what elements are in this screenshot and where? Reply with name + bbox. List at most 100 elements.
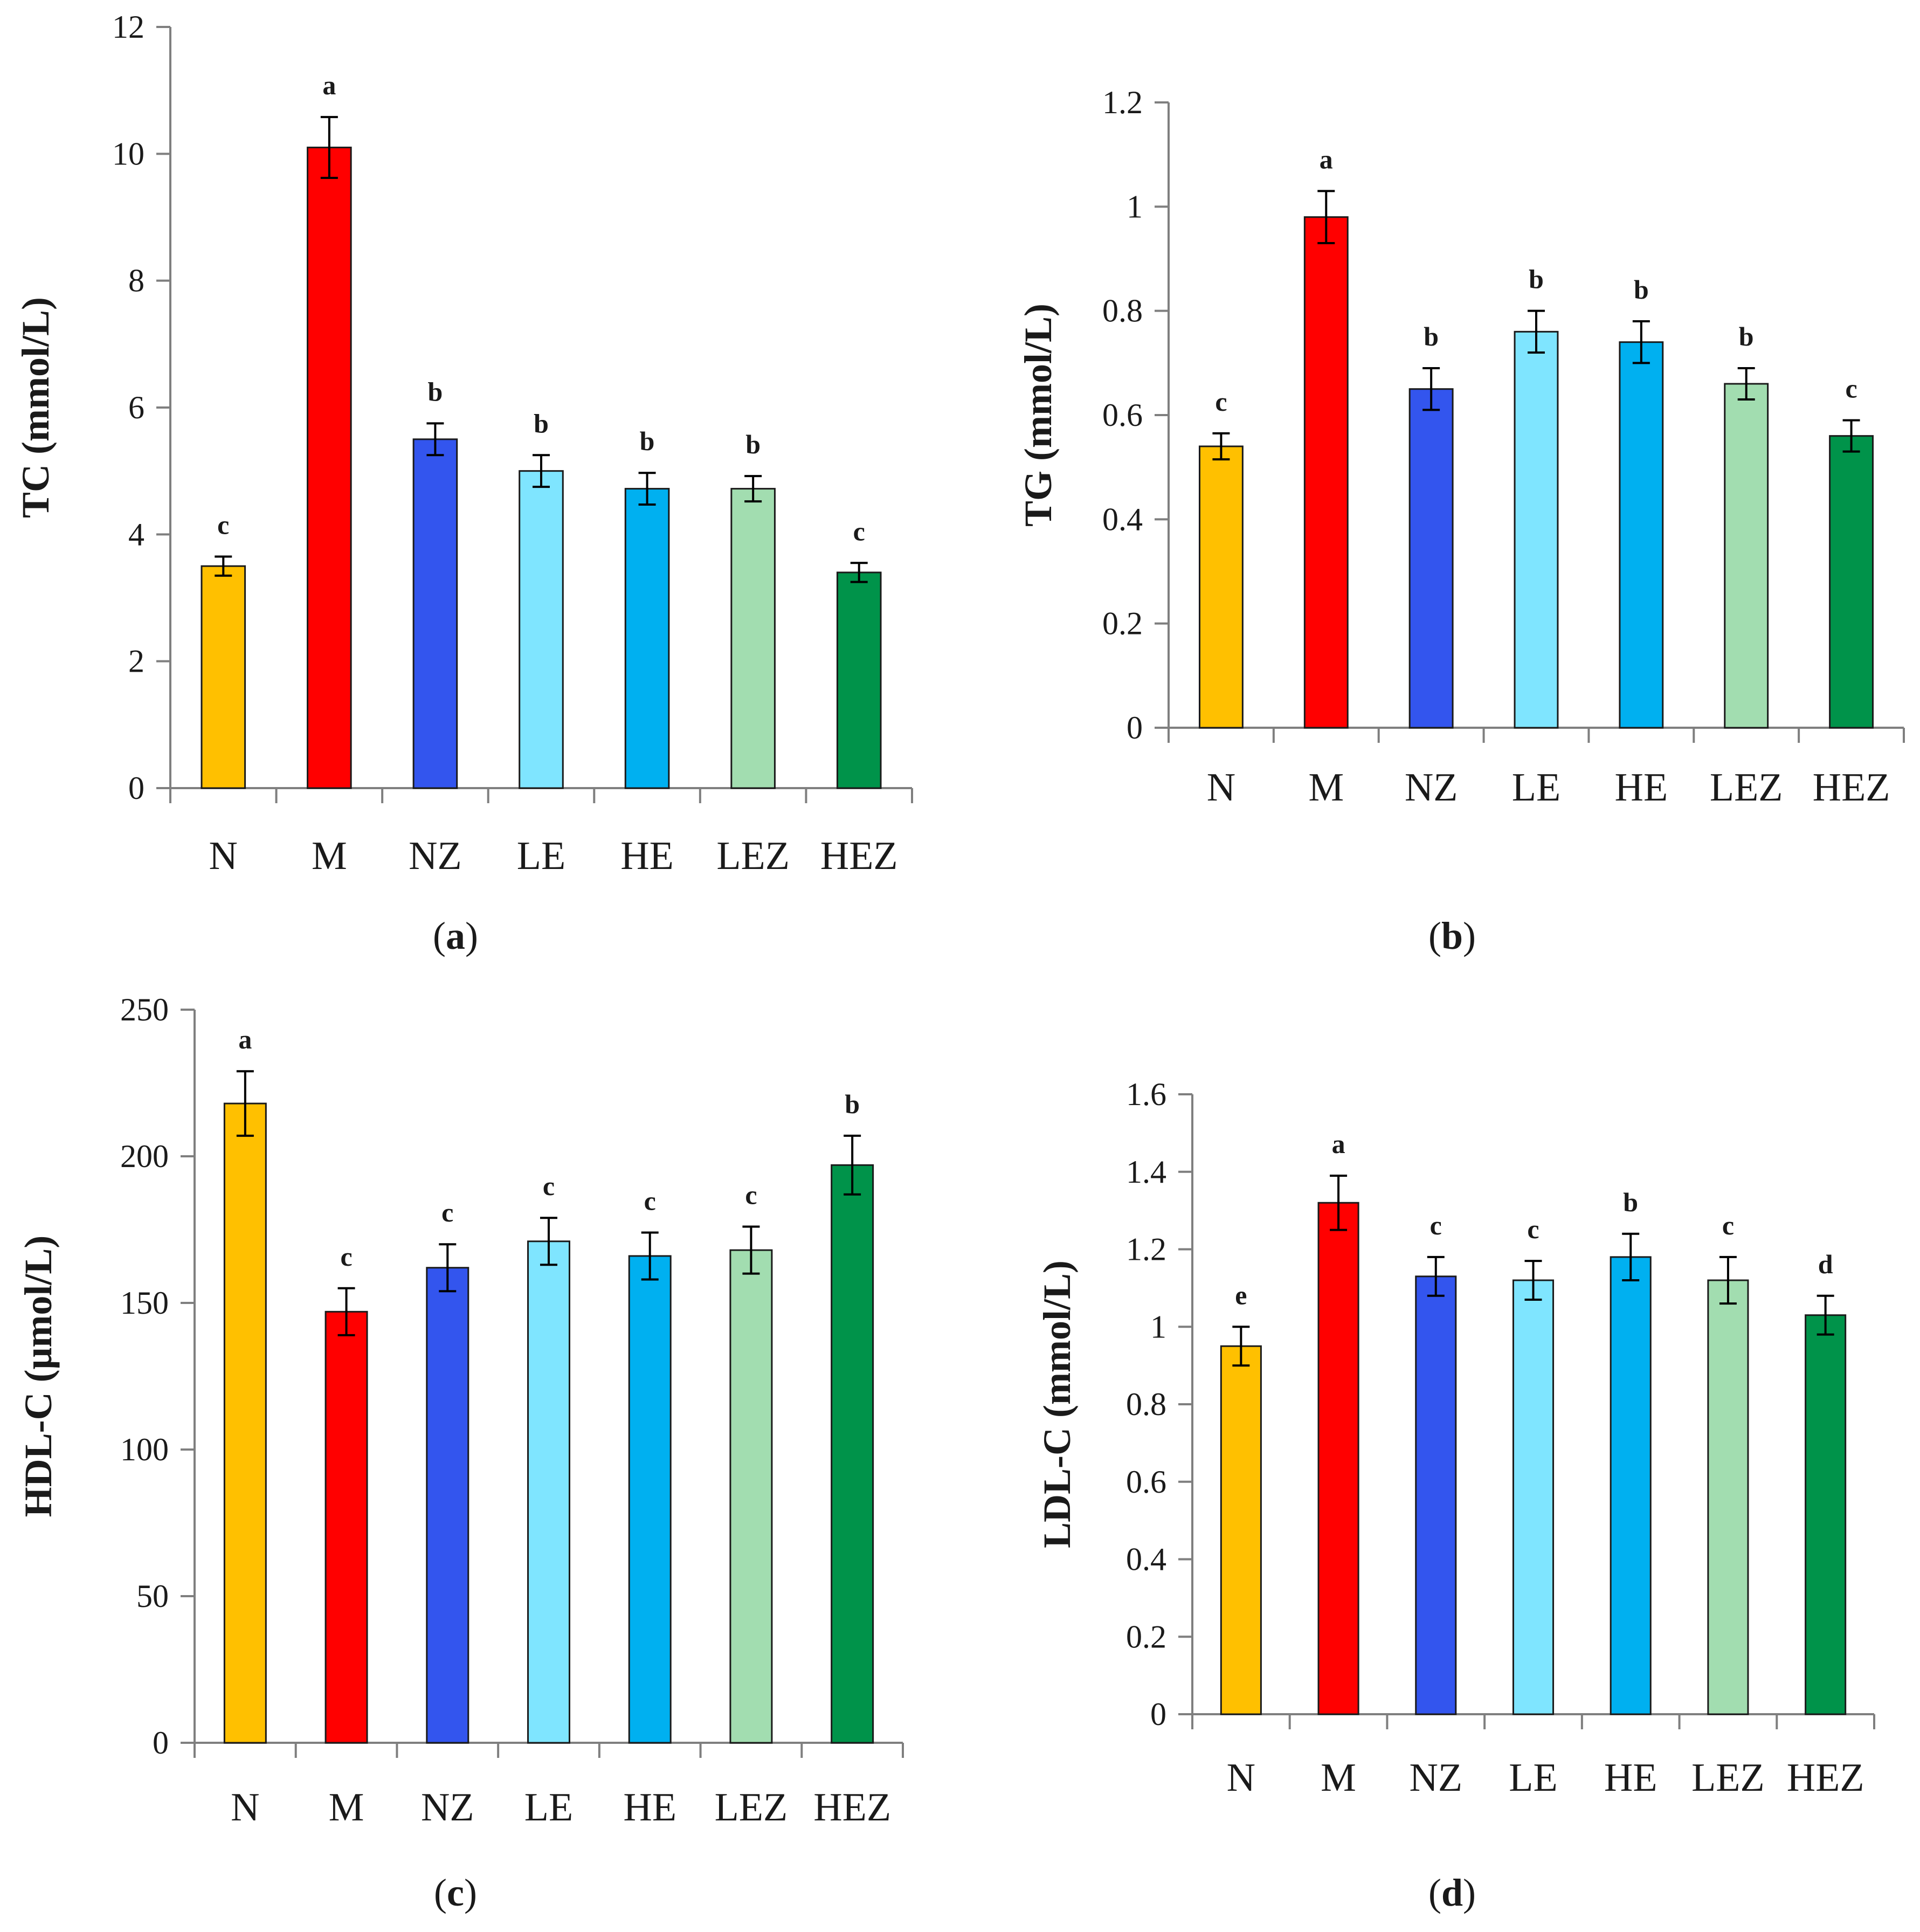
y-tick-label: 0.2 (1102, 606, 1143, 641)
significance-label: b (1623, 1187, 1638, 1217)
bar-HE (1610, 1256, 1652, 1715)
category-label-M: M (1308, 765, 1344, 810)
category-label-LEZ: LEZ (1691, 1756, 1765, 1800)
significance-label: c (1215, 387, 1227, 417)
bar-NZ (412, 438, 458, 789)
category-label-NZ: NZ (1409, 1756, 1462, 1800)
category-label-M: M (312, 834, 347, 878)
category-label-HEZ: HEZ (1787, 1756, 1864, 1800)
chart-panel-undefined: 0 2 4 6 8 10 12 c Na Mb NZ b LE b HE b LEZ c HEZ TC (mmol/L… (14, 9, 913, 957)
y-tick-label: 12 (112, 9, 144, 45)
category-label-HE: HE (1604, 1756, 1657, 1800)
y-axis-title: LDL-C (mmol/L) (1035, 1260, 1079, 1548)
category-label-LE: LE (1509, 1756, 1557, 1800)
category-label-N: N (231, 1785, 259, 1830)
y-tick-label: 8 (128, 263, 144, 299)
category-label-LE: LE (1512, 765, 1560, 810)
y-tick-label: 1.2 (1102, 85, 1143, 120)
y-tick-label: 0 (1127, 710, 1143, 746)
category-label-HEZ: HEZ (820, 834, 898, 878)
category-label-HEZ: HEZ (813, 1785, 891, 1830)
category-label-HE: HE (1615, 765, 1668, 810)
significance-label: b (745, 429, 761, 459)
significance-label: c (1430, 1210, 1442, 1240)
significance-label: e (1235, 1280, 1247, 1310)
significance-label: a (238, 1024, 252, 1054)
significance-label: c (644, 1185, 656, 1216)
significance-label: c (441, 1197, 453, 1227)
significance-label: b (845, 1089, 860, 1119)
significance-label: c (340, 1241, 352, 1272)
significance-label: c (1527, 1214, 1539, 1244)
bar-NZ (1415, 1275, 1457, 1715)
y-tick-label: 1 (1150, 1309, 1166, 1344)
bar-LEZ (729, 1249, 773, 1744)
y-tick-label: 0 (128, 770, 144, 806)
category-label-HE: HE (623, 1785, 676, 1830)
significance-label: c (217, 510, 229, 540)
y-tick-label: 50 (136, 1578, 169, 1614)
bar-HEZ (1805, 1314, 1847, 1715)
significance-label: c (853, 516, 865, 546)
category-label-NZ: NZ (409, 834, 462, 878)
y-tick-label: 0.8 (1102, 293, 1143, 329)
y-tick-label: 0.8 (1126, 1386, 1166, 1422)
y-tick-label: 0.6 (1102, 397, 1143, 433)
significance-label: b (534, 408, 549, 438)
bar-N (1198, 445, 1244, 729)
y-tick-label: 0.4 (1126, 1542, 1166, 1577)
bar-N (201, 565, 246, 789)
category-label-LEZ: LEZ (1710, 765, 1783, 810)
category-label-M: M (329, 1785, 364, 1830)
bar-LE (1514, 330, 1559, 729)
bar-M (307, 147, 352, 789)
y-axis-title: TG (mmol/L) (1017, 303, 1060, 527)
chart-panel-undefined: 0 0.2 0.4 0.6 0.8 1 1.2 c Na Mb NZ b LE b HE b LEZ c HEZ TG… (1017, 85, 1905, 957)
panel-caption: (d) (1428, 1871, 1476, 1914)
category-label-LE: LE (524, 1785, 573, 1830)
y-tick-label: 4 (128, 516, 144, 552)
bar-M (1303, 216, 1349, 729)
y-tick-label: 2 (128, 644, 144, 679)
y-axis-title: TC (mmol/L) (14, 297, 57, 518)
bar-LEZ (1724, 383, 1769, 729)
category-label-N: N (1227, 1756, 1255, 1800)
category-label-N: N (1207, 765, 1235, 810)
y-tick-label: 0.2 (1126, 1619, 1166, 1654)
category-label-LEZ: LEZ (716, 834, 790, 878)
bar-LEZ (730, 488, 776, 789)
category-label-LE: LE (517, 834, 565, 878)
category-label-NZ: NZ (1405, 765, 1458, 810)
bar-LEZ (1707, 1279, 1749, 1715)
bar-LE (1512, 1279, 1555, 1715)
significance-label: c (1722, 1210, 1734, 1240)
significance-label: b (1739, 321, 1754, 351)
bar-HE (1619, 341, 1664, 729)
bar-HEZ (831, 1164, 874, 1744)
bar-N (1220, 1345, 1262, 1715)
y-tick-label: 250 (120, 992, 169, 1027)
bar-NZ (1408, 388, 1454, 729)
y-axis-title: HDL-C (μmol/L) (17, 1236, 60, 1517)
significance-label: b (1529, 264, 1544, 294)
y-tick-label: 1.6 (1126, 1077, 1166, 1112)
significance-label: a (1320, 144, 1333, 174)
bar-LE (519, 470, 564, 789)
y-tick-label: 0.6 (1126, 1464, 1166, 1500)
chart-panel-undefined: 0 50 100 150 200 250 a Nc Mc NZ c LE c HE c LEZ b HEZ HDL-… (17, 992, 904, 1914)
y-tick-label: 100 (120, 1432, 169, 1467)
bar-HEZ (1829, 435, 1874, 729)
y-tick-label: 6 (128, 390, 144, 425)
panel-caption: (a) (433, 914, 478, 957)
significance-label: c (745, 1180, 757, 1210)
y-tick-label: 200 (120, 1138, 169, 1174)
y-tick-label: 1.4 (1126, 1154, 1166, 1190)
y-tick-label: 0 (1150, 1696, 1166, 1732)
category-label-M: M (1321, 1756, 1356, 1800)
significance-label: c (543, 1171, 555, 1201)
category-label-HEZ: HEZ (1813, 765, 1890, 810)
significance-label: b (640, 426, 655, 456)
category-label-NZ: NZ (421, 1785, 474, 1830)
y-tick-label: 1 (1127, 189, 1143, 224)
